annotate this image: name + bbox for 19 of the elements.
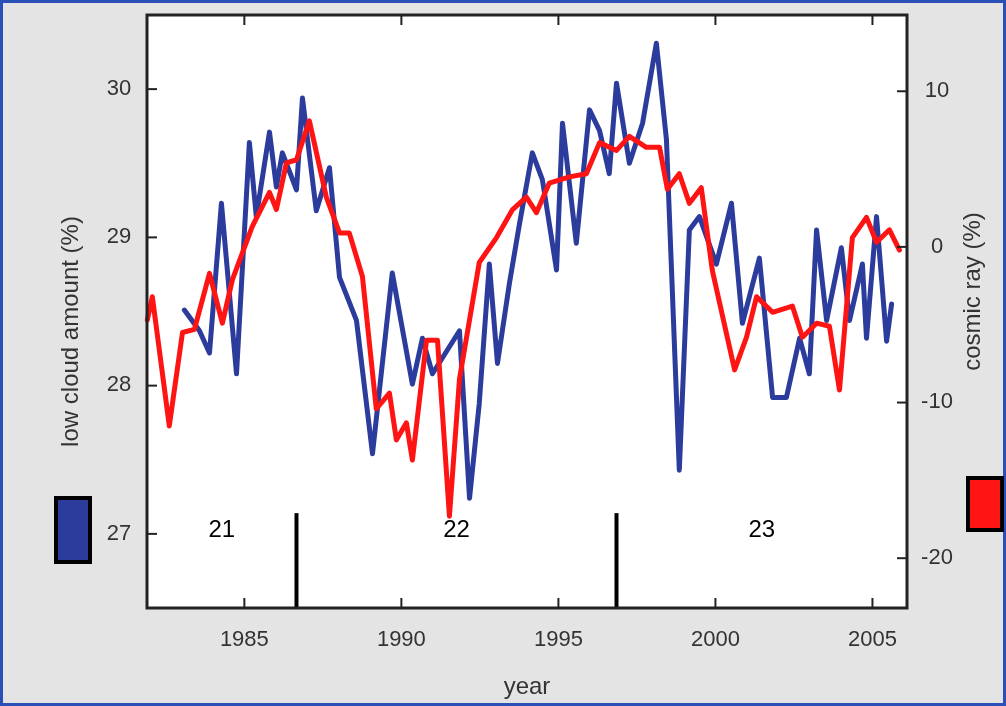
x-tick-label: 1995	[533, 626, 583, 651]
annotation: 22	[443, 515, 470, 543]
x-tick-label: 2000	[690, 626, 740, 651]
x-tick-label: 2005	[847, 626, 897, 651]
y-tick-label: 27	[106, 519, 132, 545]
y-tick-label: 28	[106, 371, 132, 397]
x-tick-label: 1985	[219, 626, 269, 651]
y-tick-label: 30	[106, 74, 132, 100]
annotation: 23	[748, 515, 776, 543]
annotation: 21	[208, 515, 236, 543]
y2-axis-title: cosmic ray (%)	[958, 212, 985, 371]
y-tick-label: 29	[106, 223, 132, 249]
x-tick-label: 1990	[376, 626, 426, 651]
y2-tick-label: 10	[924, 77, 950, 103]
y2-tick-label: 0	[930, 232, 944, 258]
y2-tick-label: -10	[921, 388, 953, 414]
y-axis-title: low cloud amount (%)	[56, 216, 83, 447]
x-axis-title: year	[503, 672, 551, 699]
y2-tick-label: -20	[921, 544, 953, 570]
